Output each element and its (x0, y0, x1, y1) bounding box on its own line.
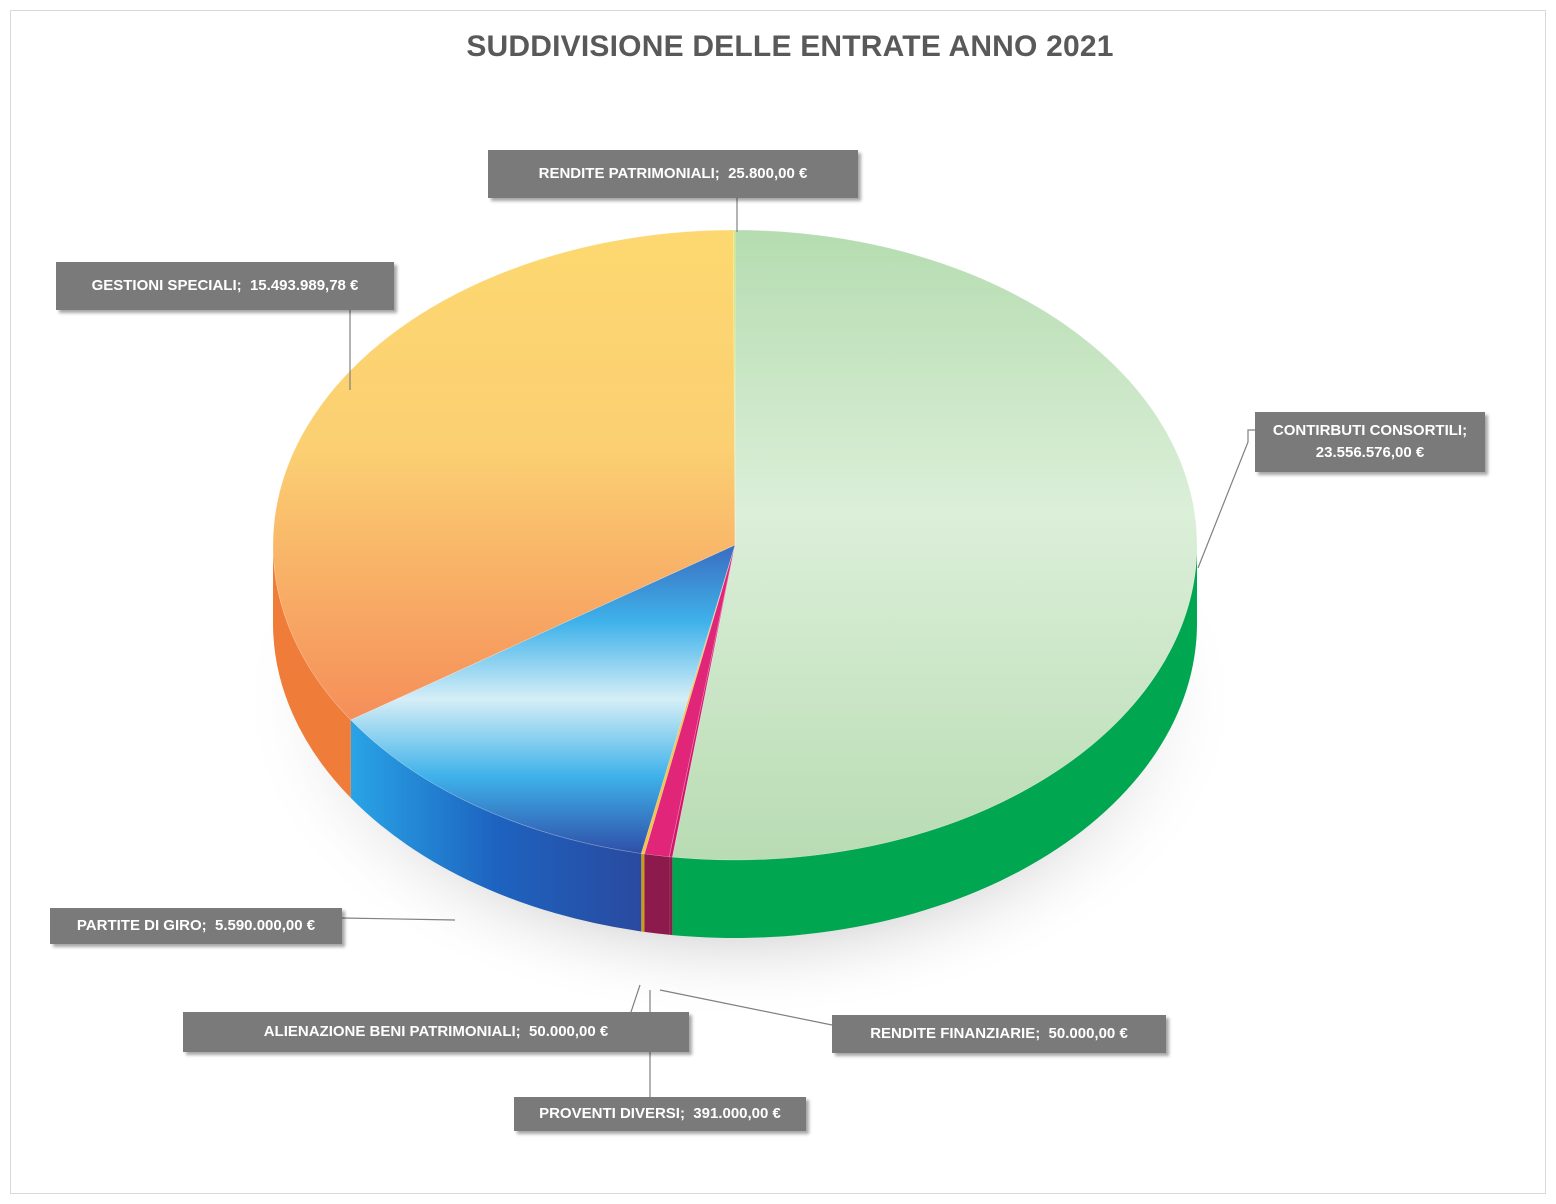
chart-title: SUDDIVISIONE DELLE ENTRATE ANNO 2021 (466, 30, 1114, 63)
pie-slice-gestioni (272, 229, 736, 721)
data-label-text: RENDITE FINANZIARIE (870, 1025, 1036, 1043)
pie-side-partite (350, 719, 642, 932)
data-label-rendite_patrimoniali: RENDITE PATRIMONIALI; 25.800,00 € (488, 150, 858, 198)
data-label-text: PROVENTI DIVERSI (539, 1105, 680, 1123)
pie-side-contributi (672, 545, 1197, 938)
leader-line-partite (341, 917, 456, 921)
pie-side-proventi (644, 853, 670, 935)
data-label-value: 50.000,00 € (1048, 1025, 1128, 1043)
pie-slice-partite (350, 544, 736, 854)
data-label-value: 5.590.000,00 € (214, 917, 316, 935)
data-label-separator: ; (714, 165, 729, 183)
data-label-value: 391.000,00 € (693, 1105, 781, 1123)
data-label-value: 23.556.576,00 € (1315, 444, 1425, 461)
pie-slice-proventi (643, 544, 736, 858)
pie-slice-rendite_finanziarie (668, 544, 736, 858)
leader-line-rendite_finanziarie (659, 989, 833, 1026)
data-label-text: PARTITE DI GIRO (76, 917, 202, 935)
data-label-rendite_finanziarie: RENDITE FINANZIARIE; 50.000,00 € (832, 1015, 1166, 1053)
data-label-value: 25.800,00 € (728, 165, 808, 183)
pie-slice-alienazione (640, 544, 736, 855)
data-label-text: CONTIRBUTI CONSORTILI (1272, 422, 1463, 440)
data-label-separator: ; (1462, 422, 1468, 440)
data-label-alienazione: ALIENAZIONE BENI PATRIMONIALI; 50.000,00… (183, 1012, 689, 1052)
data-label-value: 15.493.989,78 € (249, 277, 359, 295)
data-label-contributi: CONTIRBUTI CONSORTILI; 23.556.576,00 € (1255, 412, 1485, 472)
data-label-text: ALIENAZIONE BENI PATRIMONIALI (263, 1023, 516, 1041)
data-label-separator: ; (201, 917, 215, 935)
data-label-gestioni: GESTIONI SPECIALI; 15.493.989,78 € (56, 262, 394, 310)
data-label-separator: ; (515, 1023, 530, 1041)
data-label-separator: ; (236, 277, 250, 295)
leader-line-alienazione (630, 984, 641, 1013)
data-label-proventi: PROVENTI DIVERSI; 391.000,00 € (514, 1097, 806, 1131)
data-label-text: GESTIONI SPECIALI (91, 277, 237, 295)
pie-side-alienazione (641, 853, 645, 932)
data-label-separator: ; (1035, 1025, 1049, 1043)
data-label-value: 50.000,00 € (529, 1023, 609, 1041)
pie-side-rendite_finanziarie (669, 856, 673, 936)
leader-line-contributi (1197, 429, 1255, 569)
pie-side-gestioni (273, 545, 351, 798)
data-label-separator: ; (679, 1105, 694, 1123)
pie-slice-contributi (671, 229, 1198, 861)
pie-slice-rendite_patrimoniali (733, 229, 736, 546)
data-label-partite: PARTITE DI GIRO; 5.590.000,00 € (50, 908, 342, 944)
data-label-text: RENDITE PATRIMONIALI (538, 165, 715, 183)
